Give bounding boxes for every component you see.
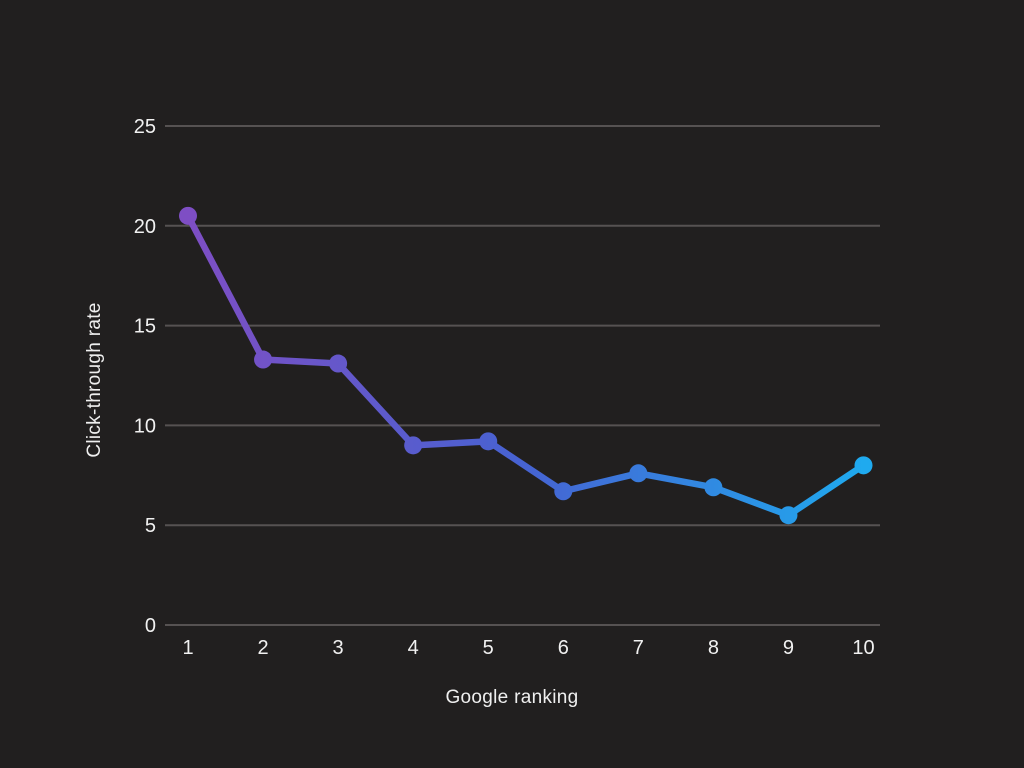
- data-point: [404, 436, 423, 455]
- data-point: [179, 206, 197, 225]
- y-axis-tick-labels: 0 5 10 15 20 25: [134, 116, 156, 637]
- x-tick-label: 7: [633, 637, 644, 659]
- x-axis-title: Google ranking: [445, 687, 579, 708]
- x-axis-tick-labels: 1 2 3 4 5 6 7 8 9 10: [182, 637, 874, 659]
- x-tick-label: 9: [783, 637, 794, 659]
- data-series-points: [179, 206, 873, 525]
- x-tick-label: 10: [852, 637, 874, 659]
- y-tick-label: 15: [134, 316, 156, 338]
- gridlines: [165, 125, 880, 626]
- y-tick-label: 25: [134, 116, 156, 138]
- data-point: [779, 506, 798, 525]
- data-series-line: [184, 212, 867, 519]
- y-tick-label: 5: [145, 515, 156, 537]
- x-tick-label: 1: [182, 637, 193, 659]
- x-tick-label: 6: [558, 637, 569, 659]
- y-tick-label: 0: [145, 615, 156, 637]
- y-tick-label: 20: [134, 216, 156, 238]
- data-point: [329, 354, 348, 373]
- x-tick-label: 3: [333, 637, 344, 659]
- y-tick-label: 10: [134, 415, 156, 437]
- y-axis-title: Click-through rate: [84, 302, 105, 458]
- x-tick-label: 2: [257, 637, 268, 659]
- series-polyline: [184, 212, 867, 519]
- data-point: [254, 350, 273, 369]
- x-tick-label: 4: [408, 637, 419, 659]
- data-point: [704, 478, 723, 497]
- data-point: [479, 432, 498, 451]
- x-tick-label: 8: [708, 637, 719, 659]
- data-point: [629, 464, 648, 483]
- data-point: [554, 482, 573, 501]
- data-point: [854, 456, 873, 475]
- x-tick-label: 5: [483, 637, 494, 659]
